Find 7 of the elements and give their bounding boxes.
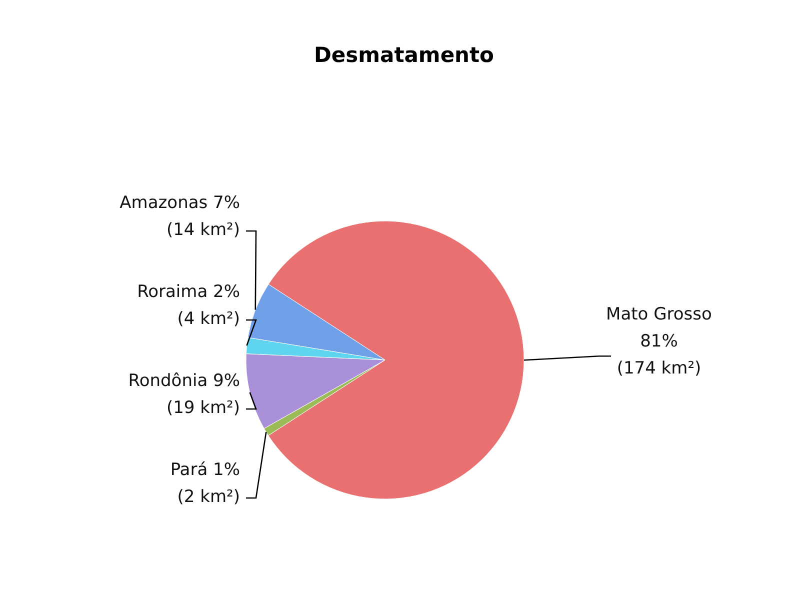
slice-label: Pará 1% (2 km²): [170, 460, 240, 507]
slice-label: Roraima 2% (4 km²): [137, 282, 240, 329]
slice-label: Mato Grosso: [606, 304, 712, 325]
chart-title: Desmatamento: [314, 43, 494, 67]
slice-label: Amazonas 7% (14 km²): [120, 193, 240, 240]
slice-label: Rondônia 9% (19 km²): [128, 371, 240, 418]
data-label: 81% (174 km²): [616, 332, 702, 379]
